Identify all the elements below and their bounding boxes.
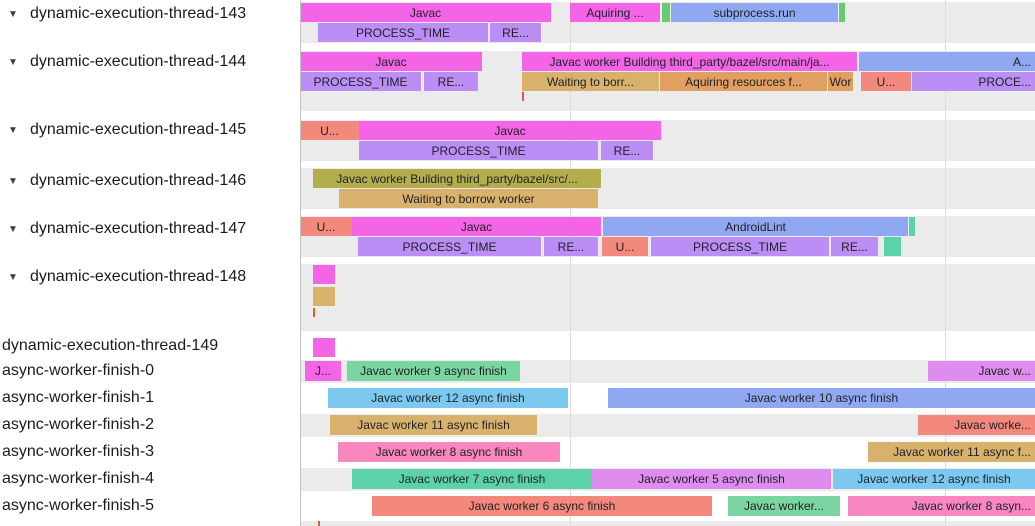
trace-span[interactable]: Javac worker 7 async finish xyxy=(352,469,592,489)
trace-span[interactable]: Javac worker 11 async finish xyxy=(330,415,537,435)
track-label-row[interactable]: async-worker-finish-5 xyxy=(2,497,154,515)
trace-span[interactable]: Javac worker... xyxy=(728,496,840,516)
track-label: dynamic-execution-thread-147 xyxy=(30,220,247,237)
track-label-row[interactable]: ▼ dynamic-execution-thread-145 xyxy=(8,121,246,139)
trace-span[interactable]: Javac worker 12 async finish xyxy=(833,469,1035,489)
trace-span[interactable]: RE... xyxy=(544,237,598,256)
track-label: async-worker-finish-2 xyxy=(2,416,155,433)
trace-span[interactable]: subprocess.run xyxy=(671,3,838,22)
track-label: dynamic-execution-thread-146 xyxy=(30,172,247,189)
track-label-row[interactable]: dynamic-execution-thread-149 xyxy=(2,337,218,355)
track-label: dynamic-execution-thread-144 xyxy=(30,53,247,70)
track-label-row[interactable]: ▼ dynamic-execution-thread-144 xyxy=(8,53,246,71)
trace-span[interactable]: Waiting to borr... xyxy=(522,72,659,91)
trace-span[interactable] xyxy=(662,3,670,22)
track-label-row[interactable]: ▼ dynamic-execution-thread-147 xyxy=(8,220,246,238)
collapse-arrow-icon[interactable]: ▼ xyxy=(8,124,18,136)
track-label: dynamic-execution-thread-148 xyxy=(30,268,247,285)
track-label: dynamic-execution-thread-149 xyxy=(2,337,219,354)
trace-span[interactable]: PROCESS_TIME xyxy=(359,141,598,160)
trace-span[interactable]: Javac w... xyxy=(928,361,1035,381)
collapse-arrow-icon[interactable]: ▼ xyxy=(8,175,18,187)
trace-span[interactable]: PROCESS_TIME xyxy=(358,237,541,256)
trace-span[interactable]: Javac worker 8 async finish xyxy=(338,442,560,462)
trace-span[interactable]: Javac worker 5 async finish xyxy=(592,469,831,489)
collapse-arrow-icon[interactable]: ▼ xyxy=(8,56,18,68)
track-label: async-worker-finish-5 xyxy=(2,497,155,514)
trace-span[interactable]: Javac worker 9 async finish xyxy=(347,361,520,381)
trace-span[interactable]: PROCESS_TIME xyxy=(651,237,829,256)
track-label-row[interactable]: async-worker-finish-1 xyxy=(2,389,154,407)
trace-span[interactable]: Javac worker 6 async finish xyxy=(372,496,712,516)
track-label-row[interactable]: ▼ dynamic-execution-thread-143 xyxy=(8,5,246,23)
track-label: async-worker-finish-4 xyxy=(2,470,155,487)
track-label: dynamic-execution-thread-145 xyxy=(30,121,247,138)
trace-span[interactable] xyxy=(839,3,845,22)
track-label-row[interactable]: async-worker-finish-2 xyxy=(2,416,154,434)
trace-span[interactable]: PROCESS_TIME xyxy=(300,72,421,91)
trace-span[interactable]: Javac xyxy=(359,121,661,140)
trace-span[interactable]: Javac xyxy=(352,217,601,236)
trace-span[interactable]: A... xyxy=(859,52,1035,71)
trace-span[interactable]: U... xyxy=(861,72,911,91)
track-band xyxy=(301,264,1035,331)
trace-span[interactable]: Aquiring resources f... xyxy=(660,72,827,91)
trace-span[interactable]: Waiting to borrow worker xyxy=(339,189,598,208)
trace-span[interactable] xyxy=(313,287,335,306)
trace-span[interactable] xyxy=(909,217,915,236)
trace-span[interactable]: RE... xyxy=(424,72,478,91)
collapse-arrow-icon[interactable]: ▼ xyxy=(8,271,18,283)
collapse-arrow-icon[interactable]: ▼ xyxy=(8,8,18,20)
trace-span[interactable]: Javac worker Building third_party/bazel/… xyxy=(313,169,601,188)
track-label-row[interactable]: async-worker-finish-0 xyxy=(2,362,154,380)
trace-span[interactable]: AndroidLint xyxy=(603,217,908,236)
trace-span[interactable]: Javac worker Building third_party/bazel/… xyxy=(522,52,857,71)
trace-span[interactable]: Javac worke... xyxy=(918,415,1035,435)
trace-span[interactable]: Javac worker 11 async f... xyxy=(868,442,1035,462)
collapse-arrow-icon[interactable]: ▼ xyxy=(8,223,18,235)
trace-span[interactable]: RE... xyxy=(601,141,653,160)
trace-span[interactable]: U... xyxy=(300,121,359,140)
track-label-row[interactable]: ▼ dynamic-execution-thread-146 xyxy=(8,172,246,190)
instant-event-tick[interactable] xyxy=(318,521,320,526)
gridline xyxy=(570,0,571,526)
trace-span[interactable]: Javac worker 10 async finish xyxy=(608,388,1035,408)
track-name-panel: ▼ dynamic-execution-thread-143 ▼ dynamic-ex… xyxy=(0,0,301,526)
trace-span[interactable]: RE... xyxy=(490,23,541,42)
trace-span[interactable]: Javac xyxy=(300,52,482,71)
instant-event-tick[interactable] xyxy=(522,92,524,101)
track-label-row[interactable]: async-worker-finish-4 xyxy=(2,470,154,488)
trace-span[interactable]: Wor xyxy=(828,72,853,91)
trace-span[interactable]: Javac worker 8 asyn... xyxy=(848,496,1035,516)
track-label-row[interactable]: ▼ dynamic-execution-thread-148 xyxy=(8,268,246,286)
track-label: async-worker-finish-0 xyxy=(2,362,155,379)
trace-span[interactable] xyxy=(884,237,901,256)
trace-span[interactable]: U... xyxy=(300,217,352,236)
track-label: dynamic-execution-thread-143 xyxy=(30,5,247,22)
track-band xyxy=(301,521,1035,526)
trace-span[interactable]: PROCESS_TIME xyxy=(318,23,488,42)
trace-span[interactable]: Javac worker 12 async finish xyxy=(328,388,568,408)
timeline-canvas[interactable]: Javac Aquiring ... subprocess.run PROCESS_T… xyxy=(300,0,1035,526)
trace-span[interactable]: PROCE... xyxy=(912,72,1035,91)
track-label: async-worker-finish-3 xyxy=(2,443,155,460)
trace-span[interactable]: U... xyxy=(602,237,648,256)
trace-span[interactable] xyxy=(313,265,335,284)
instant-event-tick[interactable] xyxy=(313,308,315,317)
trace-span[interactable]: J... xyxy=(305,361,341,381)
track-label: async-worker-finish-1 xyxy=(2,389,155,406)
trace-span[interactable]: RE... xyxy=(831,237,878,256)
track-label-row[interactable]: async-worker-finish-3 xyxy=(2,443,154,461)
trace-span[interactable]: Aquiring ... xyxy=(570,3,660,22)
gridline xyxy=(945,0,946,526)
trace-span[interactable] xyxy=(313,338,335,357)
trace-span[interactable]: Javac xyxy=(300,3,551,22)
